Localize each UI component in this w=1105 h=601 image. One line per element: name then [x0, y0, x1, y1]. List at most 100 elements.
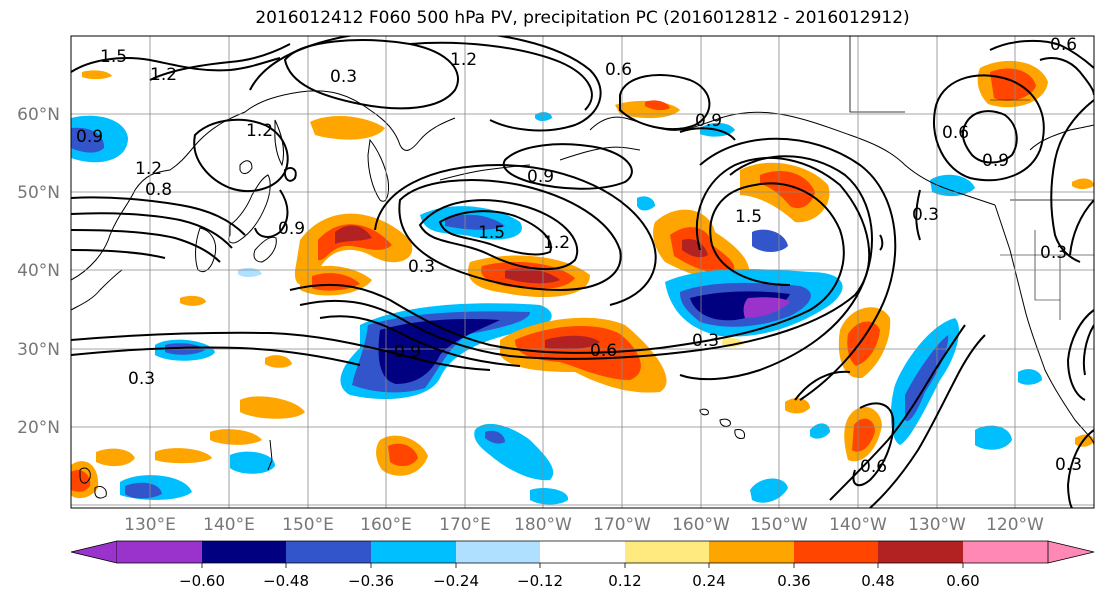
colorbar-segment — [117, 541, 202, 563]
lat-label-40n: 40°N — [17, 261, 60, 281]
contour-label: 0.6 — [590, 341, 617, 361]
precip-blob-positive — [96, 448, 135, 467]
lon-label: 150°E — [282, 515, 334, 535]
colorbar-extend-low — [70, 540, 118, 564]
precip-blob-negative — [530, 488, 569, 505]
colorbar-tick-label: 0.24 — [692, 572, 725, 590]
colorbar-segment — [286, 541, 371, 563]
lon-label: 130°W — [908, 515, 966, 535]
precip-blob-positive — [1072, 178, 1094, 189]
precip-blob-positive — [760, 171, 815, 209]
contour-label: 0.9 — [278, 219, 305, 239]
colorbar-tick-label: 0.60 — [946, 572, 979, 590]
colorbar-segment — [456, 541, 540, 563]
map-content: 1.5 1.2 1.2 0.3 0.6 0.6 1.2 0.9 0.9 0.9 … — [71, 35, 1094, 508]
contour-label: 0.8 — [145, 180, 172, 200]
precip-blob-negative — [637, 196, 655, 211]
lon-label: 170°E — [439, 515, 491, 535]
precip-blob-negative — [125, 482, 162, 499]
map-frame — [70, 35, 1095, 509]
precip-blob-positive — [785, 398, 810, 414]
precip-blob-positive — [682, 238, 708, 258]
contour-label: 0.9 — [982, 151, 1009, 171]
contour-label: 0.3 — [1055, 455, 1082, 475]
colorbar-segment — [625, 541, 709, 563]
lon-label: 140°E — [203, 515, 255, 535]
lon-label: 140°W — [829, 515, 887, 535]
colorbar-segment — [794, 541, 878, 563]
contour-label: 0.6 — [1050, 35, 1077, 55]
precip-blob-negative — [975, 425, 1012, 450]
precip-blob-negative — [485, 430, 505, 444]
colorbar-tick-label: −0.12 — [517, 572, 563, 590]
contour-label: 0.3 — [912, 205, 939, 225]
colorbar-extend-high — [1047, 540, 1095, 564]
colorbar-segment — [963, 541, 1048, 563]
contour-label: 0.9 — [695, 111, 722, 131]
precip-blob-positive — [294, 213, 413, 285]
precip-blob-negative — [230, 451, 275, 474]
lon-label: 180°W — [514, 515, 572, 535]
lon-label: 160°W — [672, 515, 730, 535]
precip-blob-positive — [240, 396, 305, 419]
precip-blob-positive — [505, 268, 560, 284]
colorbar-segment — [371, 541, 456, 563]
contour-label: 1.5 — [478, 223, 505, 243]
precip-blob-negative — [378, 319, 500, 384]
contour-label: 1.5 — [735, 207, 762, 227]
lat-label-50n: 50°N — [17, 183, 60, 203]
contour-labels: 1.5 1.2 1.2 0.3 0.6 0.6 1.2 0.9 0.9 0.9 … — [76, 35, 1082, 477]
longitude-labels: 130°E 140°E 150°E 160°E 170°E 180°W 170°… — [124, 515, 1044, 535]
lon-label: 170°W — [593, 515, 651, 535]
precip-shading — [71, 60, 1094, 505]
colorbar-ticks — [201, 563, 964, 568]
precip-blob-positive — [335, 225, 372, 244]
precip-blob-negative — [71, 127, 105, 153]
colorbar-tick-label: 0.12 — [608, 572, 641, 590]
lon-label: 150°W — [750, 515, 808, 535]
precip-blob-negative — [445, 214, 505, 230]
lon-label: 120°W — [986, 515, 1044, 535]
colorbar-segment — [878, 541, 963, 563]
lon-label: 160°E — [360, 515, 412, 535]
precip-blob-negative — [743, 297, 790, 318]
contour-label: 0.6 — [605, 60, 632, 80]
contour-label: 0.3 — [1040, 243, 1067, 263]
contour-label: 1.2 — [246, 121, 273, 141]
precip-blob-negative — [1018, 369, 1042, 385]
pv-contours — [71, 36, 1094, 508]
precip-blob-positive — [847, 321, 880, 366]
colorbar-tick-label: 0.48 — [861, 572, 894, 590]
lat-label-20n: 20°N — [17, 418, 60, 438]
contour-label: 0.6 — [942, 123, 969, 143]
contour-label: 1.2 — [543, 233, 570, 253]
contour-label: 1.2 — [135, 159, 162, 179]
contour-label: 0.3 — [692, 331, 719, 351]
colorbar-tick-label: 0.36 — [777, 572, 810, 590]
colorbar-tick-label: −0.24 — [433, 572, 479, 590]
contour-label: 1.2 — [450, 50, 477, 70]
colorbar-segment — [540, 541, 625, 563]
colorbar: −0.60 −0.48 −0.36 −0.24 −0.12 0.12 0.24 … — [70, 540, 1095, 590]
contour-label: 0.6 — [860, 457, 887, 477]
lat-label-60n: 60°N — [17, 105, 60, 125]
precip-blob-positive — [155, 448, 212, 464]
contour-label: 0.3 — [128, 369, 155, 389]
contour-label: 0.3 — [408, 257, 435, 277]
precip-blob-positive — [180, 295, 206, 306]
precip-blob-positive — [645, 100, 670, 111]
precip-blob-positive — [210, 429, 262, 445]
contour-label: 1.2 — [150, 65, 177, 85]
colorbar-tick-label: −0.36 — [348, 572, 394, 590]
contour-label: 0.3 — [330, 67, 357, 87]
contour-label: 0.9 — [394, 342, 421, 362]
map-title: 2016012412 F060 500 hPa PV, precipitatio… — [255, 8, 910, 28]
precip-blob-positive — [82, 70, 112, 80]
contour-label: 1.5 — [100, 47, 127, 67]
precip-blob-negative — [750, 478, 788, 503]
precip-blob-positive — [1075, 434, 1094, 447]
colorbar-tick-label: −0.60 — [179, 572, 225, 590]
precip-blob-positive — [265, 355, 292, 368]
colorbar-segment — [709, 541, 794, 563]
